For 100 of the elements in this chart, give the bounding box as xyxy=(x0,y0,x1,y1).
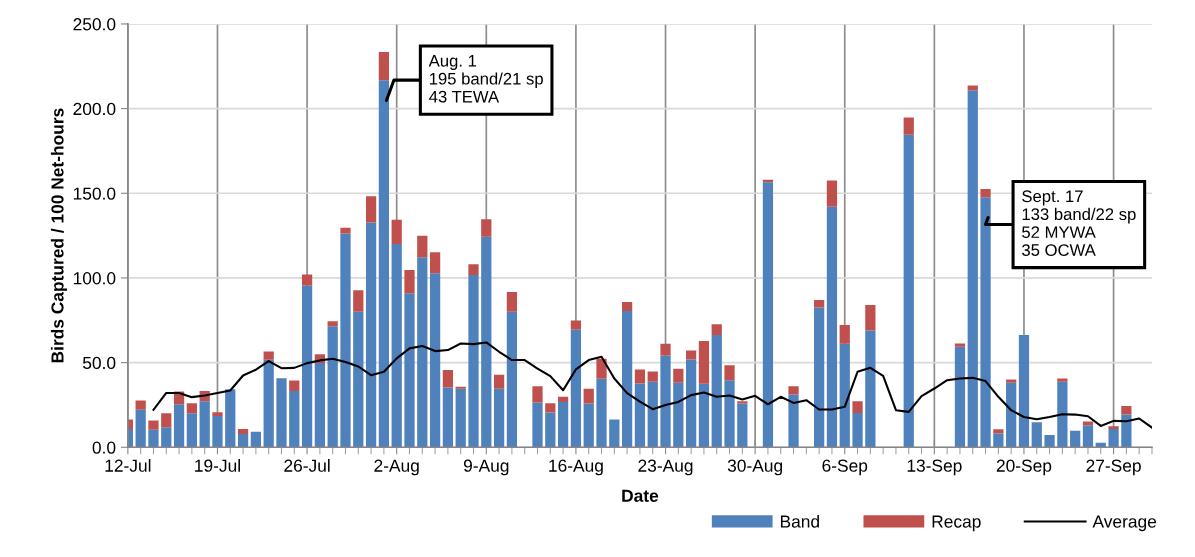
bar xyxy=(686,350,697,360)
bar xyxy=(301,274,313,286)
bar xyxy=(391,219,402,244)
bar xyxy=(1082,425,1094,448)
bar xyxy=(1018,335,1030,448)
bar xyxy=(622,310,633,448)
x-axis-title: Date xyxy=(622,489,659,502)
bar xyxy=(686,359,697,448)
bar xyxy=(698,341,710,384)
bar xyxy=(839,325,850,344)
bar xyxy=(135,400,146,410)
bar xyxy=(289,380,300,391)
bar xyxy=(622,301,633,311)
bar xyxy=(980,189,991,198)
bar xyxy=(1108,428,1119,448)
bar xyxy=(583,388,594,404)
bar xyxy=(673,368,684,383)
x-tick-label: 9-Aug xyxy=(463,459,509,476)
bar xyxy=(353,311,364,448)
bar xyxy=(814,307,825,448)
bar xyxy=(583,403,594,448)
y-tick-label: 100.0 xyxy=(73,272,116,285)
bar xyxy=(993,429,1004,434)
bar xyxy=(737,403,748,448)
bar xyxy=(557,401,569,448)
bar xyxy=(327,321,338,327)
bar xyxy=(980,197,991,448)
x-tick-label: 6-Sep xyxy=(822,459,868,476)
y-tick-label: 0.0 xyxy=(92,441,116,454)
bar xyxy=(161,413,172,428)
bar xyxy=(788,386,799,395)
bar xyxy=(237,428,249,434)
bar xyxy=(506,292,518,312)
bar xyxy=(404,293,415,448)
bar xyxy=(903,134,914,448)
x-tick-label: 26-Jul xyxy=(284,459,330,472)
bar xyxy=(954,346,966,448)
bar xyxy=(148,429,159,448)
bar xyxy=(1121,406,1132,415)
bar xyxy=(724,365,735,381)
bar xyxy=(826,180,838,207)
bar xyxy=(468,264,479,275)
y-tick-label: 200.0 xyxy=(73,102,116,116)
bar xyxy=(455,386,466,389)
bar xyxy=(954,343,966,347)
bar xyxy=(481,219,492,237)
bar xyxy=(186,413,197,448)
bar xyxy=(173,404,185,448)
bar xyxy=(647,371,658,382)
bar xyxy=(634,383,646,448)
bar xyxy=(852,401,863,413)
bar xyxy=(404,269,415,294)
bar xyxy=(1057,381,1068,448)
annotation: Aug. 1 195 band/21 sp 43 TEWA xyxy=(428,55,543,103)
bar xyxy=(545,403,556,413)
y-axis-title: Birds Captured / 100 Net-hours xyxy=(50,108,68,363)
bar xyxy=(609,419,620,448)
bar xyxy=(199,401,210,448)
x-tick-label: 12-Jul xyxy=(105,459,151,472)
bar xyxy=(493,374,505,389)
bar xyxy=(865,305,876,331)
bar xyxy=(442,370,454,388)
bar xyxy=(570,329,582,448)
bar xyxy=(852,412,863,448)
bar xyxy=(967,90,978,448)
legend-label: Band xyxy=(780,514,819,528)
x-tick-label: 27-Sep xyxy=(1086,459,1141,476)
bar xyxy=(737,401,748,404)
bar xyxy=(596,358,607,379)
bar xyxy=(263,359,274,448)
bar xyxy=(634,369,646,384)
bar xyxy=(468,274,479,448)
bar xyxy=(135,409,146,448)
bar xyxy=(1057,378,1068,382)
x-tick-label: 23-Aug xyxy=(638,459,693,476)
bar xyxy=(660,355,671,448)
bar xyxy=(596,378,607,448)
bar xyxy=(724,380,735,448)
bar xyxy=(903,117,914,135)
bar xyxy=(161,427,172,448)
bar xyxy=(865,330,876,448)
bar xyxy=(378,51,390,81)
bar xyxy=(532,386,543,403)
bar xyxy=(340,233,351,448)
bar xyxy=(429,273,441,448)
bar xyxy=(826,206,838,448)
bar xyxy=(788,394,799,448)
y-tick-label: 150.0 xyxy=(73,187,116,200)
bar xyxy=(1006,382,1017,448)
bar xyxy=(276,378,287,448)
bar xyxy=(212,412,223,416)
bar xyxy=(301,285,313,448)
bar xyxy=(1044,434,1055,448)
bar xyxy=(673,382,684,448)
bar xyxy=(365,196,377,223)
x-tick-label: 20-Sep xyxy=(996,459,1052,476)
bar xyxy=(493,388,505,448)
bar xyxy=(340,227,351,234)
bar xyxy=(314,363,326,448)
bar xyxy=(455,388,466,448)
